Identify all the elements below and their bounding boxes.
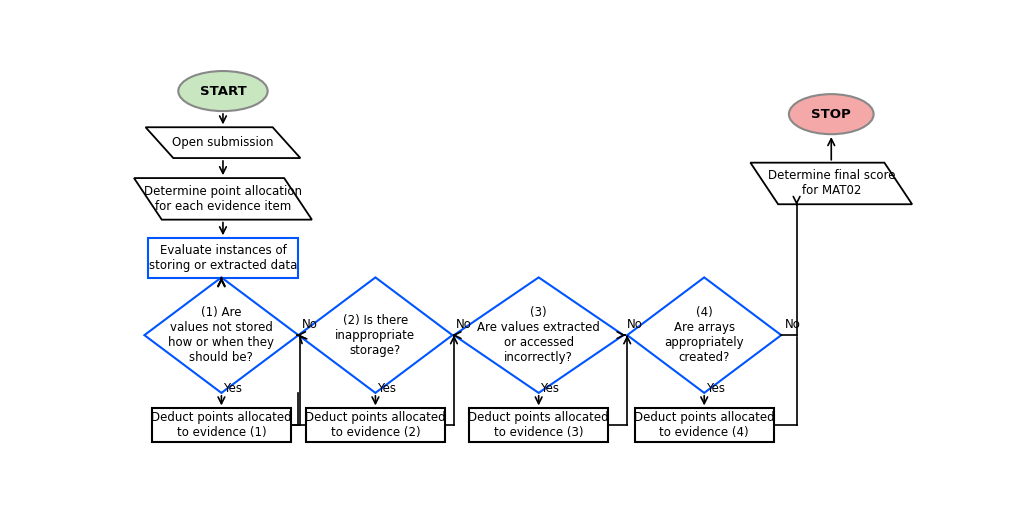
Polygon shape — [134, 178, 312, 220]
Polygon shape — [628, 278, 781, 393]
Bar — [635, 408, 773, 442]
Text: Deduct points allocated
to evidence (3): Deduct points allocated to evidence (3) — [468, 411, 609, 439]
Text: Deduct points allocated
to evidence (4): Deduct points allocated to evidence (4) — [634, 411, 774, 439]
Text: No: No — [785, 318, 801, 331]
Bar — [469, 408, 608, 442]
Text: Yes: Yes — [223, 382, 242, 395]
Polygon shape — [144, 278, 298, 393]
Polygon shape — [145, 127, 300, 158]
Text: Determine point allocation
for each evidence item: Determine point allocation for each evid… — [144, 185, 302, 213]
Text: START: START — [200, 84, 247, 97]
Text: Evaluate instances of
storing or extracted data: Evaluate instances of storing or extract… — [148, 244, 297, 272]
Bar — [153, 408, 291, 442]
Ellipse shape — [178, 71, 267, 111]
Polygon shape — [454, 278, 624, 393]
Bar — [147, 238, 298, 278]
Text: (1) Are
values not stored
how or when they
should be?: (1) Are values not stored how or when th… — [168, 306, 274, 364]
Text: Determine final score
for MAT02: Determine final score for MAT02 — [768, 169, 895, 197]
Text: (2) Is there
inappropriate
storage?: (2) Is there inappropriate storage? — [335, 314, 416, 357]
Polygon shape — [751, 163, 912, 204]
Text: No: No — [457, 318, 472, 331]
Text: No: No — [628, 318, 643, 331]
Ellipse shape — [788, 94, 873, 134]
Text: Open submission: Open submission — [172, 136, 273, 149]
Polygon shape — [298, 278, 453, 393]
Text: Yes: Yes — [541, 382, 559, 395]
Text: Deduct points allocated
to evidence (2): Deduct points allocated to evidence (2) — [305, 411, 445, 439]
Text: (4)
Are arrays
appropriately
created?: (4) Are arrays appropriately created? — [665, 306, 744, 364]
Text: Deduct points allocated
to evidence (1): Deduct points allocated to evidence (1) — [152, 411, 292, 439]
Text: Yes: Yes — [377, 382, 396, 395]
Text: Yes: Yes — [706, 382, 725, 395]
Text: (3)
Are values extracted
or accessed
incorrectly?: (3) Are values extracted or accessed inc… — [477, 306, 600, 364]
Text: STOP: STOP — [811, 108, 851, 121]
Bar — [306, 408, 444, 442]
Text: No: No — [302, 318, 318, 331]
